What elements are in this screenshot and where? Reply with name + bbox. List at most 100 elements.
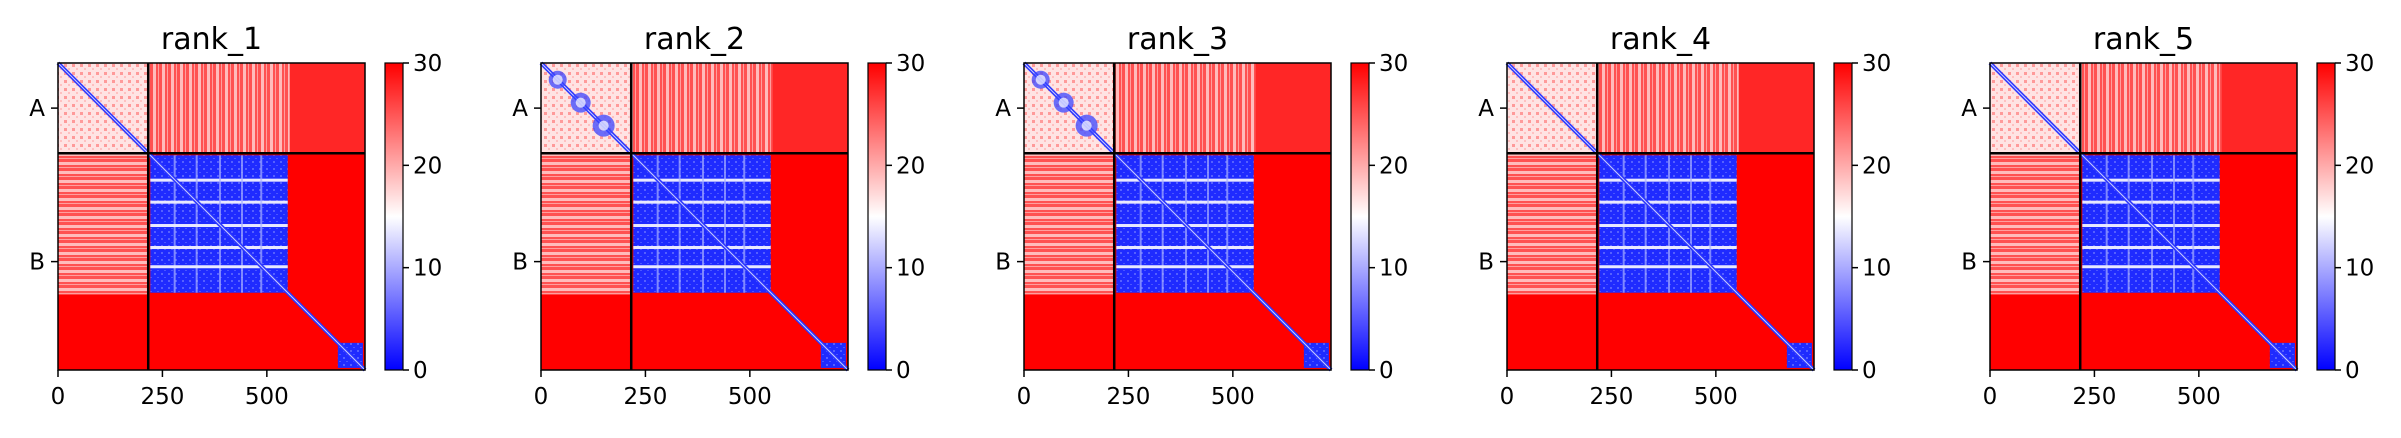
colorbar-tick-label: 0 [1862,358,1877,384]
chain-b-stripe-h [1116,246,1254,250]
colorbar-tick-label: 30 [1379,51,1408,77]
chain-b-stripe-v [241,155,244,293]
chain-b-stripe-h [1599,265,1737,269]
ab-tail-region [289,63,365,154]
ba-offdiag-region [541,153,632,295]
chain-a-domain-core [1081,120,1092,131]
diagonal-core [1023,62,1332,371]
plot-frame [1989,62,2298,371]
x-tick-label: 500 [728,384,772,410]
colorbar-frame [867,62,887,371]
x-tick-label: 0 [1500,384,1515,410]
ab-tail-region [1255,63,1331,154]
chain-b-stripe-h [633,246,771,250]
chain-a-domain-core [552,74,563,85]
chain-a-domain-core [575,97,586,108]
colorbar-tick-label: 10 [1379,256,1408,282]
y-tick-label-chain: B [1478,250,1494,276]
x-tick-label: 250 [1589,384,1633,410]
plot-frame [57,62,366,371]
chain-b-stripe-v [1207,155,1210,293]
chart-title: rank_2 [644,22,745,57]
heatmap-panel-1: rank_1 0 250 500 A B 0 10 20 30 [29,22,442,410]
colorbar-tick-label: 30 [896,51,925,77]
ab-offdiag-region [1597,63,1739,154]
colorbar [868,63,886,370]
chain-b-stripe-v [260,155,263,293]
y-tick-label-chain: A [29,96,45,122]
chain-a-domain-core [1058,97,1069,108]
x-tick-label: 0 [1017,384,1032,410]
ab-offdiag-region [1114,63,1256,154]
chain-b-stripe-h [2082,265,2220,269]
colorbar [2317,63,2335,370]
y-tick-label-chain: A [1478,96,1494,122]
colorbar-frame [1833,62,1853,371]
ab-tail-region [2221,63,2297,154]
colorbar-frame [2316,62,2336,371]
ab-offdiag-region [148,63,290,154]
colorbar-tick-label: 20 [896,153,925,179]
ab-offdiag-region [631,63,773,154]
x-tick-label: 0 [534,384,549,410]
diagonal-core [540,62,849,371]
chart-title: rank_1 [161,22,262,57]
ab-offdiag-region [2080,63,2222,154]
chain-b-stripe-v [743,155,746,293]
heatmap-panel-4: rank_4 0 250 500 A B 0 10 20 30 [1478,22,1891,410]
colorbar-tick-label: 20 [1379,153,1408,179]
y-tick-label-chain: A [512,96,528,122]
chain-b-stripe-v [1690,155,1693,293]
plot-frame [1506,62,1815,371]
ba-offdiag-region [58,153,149,295]
colorbar-tick-label: 0 [1379,358,1394,384]
chain-b-stripe-v [1226,155,1229,293]
colorbar-tick-label: 30 [413,51,442,77]
colorbar-tick-label: 0 [413,358,428,384]
colorbar-frame [384,62,404,371]
chart-title: rank_4 [1610,22,1711,57]
y-tick-label-chain: B [1961,250,1977,276]
x-tick-label: 250 [140,384,184,410]
heatmap-panel-3: rank_3 0 250 500 A B 0 10 20 30 [995,22,1408,410]
ab-tail-region [772,63,848,154]
x-tick-label: 0 [1983,384,1998,410]
chain-a-domain-core [1035,74,1046,85]
y-tick-label-chain: A [995,96,1011,122]
chart-title: rank_5 [2093,22,2194,57]
y-tick-label-chain: A [1961,96,1977,122]
x-tick-label: 250 [623,384,667,410]
x-tick-label: 500 [245,384,289,410]
chain-b-stripe-h [150,246,288,250]
chain-b-stripe-h [2082,246,2220,250]
plot-frame [1023,62,1332,371]
ba-offdiag-region [1990,153,2081,295]
chain-a-domain-core [598,120,609,131]
chain-b-stripe-v [1709,155,1712,293]
x-tick-label: 500 [1211,384,1255,410]
x-tick-label: 500 [1694,384,1738,410]
heatmap-panel-2: rank_2 0 250 500 A B 0 10 20 30 [512,22,925,410]
colorbar-tick-label: 0 [2345,358,2360,384]
ab-tail-region [1738,63,1814,154]
diagonal-core [1989,62,2298,371]
y-tick-label-chain: B [995,250,1011,276]
colorbar-tick-label: 10 [1862,256,1891,282]
heatmap-panel-5: rank_5 0 250 500 A B 0 10 20 30 [1961,22,2374,410]
x-tick-label: 0 [51,384,66,410]
colorbar-tick-label: 0 [896,358,911,384]
colorbar-tick-label: 30 [2345,51,2374,77]
chain-b-stripe-v [724,155,727,293]
colorbar-tick-label: 30 [1862,51,1891,77]
chain-b-stripe-v [2192,155,2195,293]
colorbar-tick-label: 20 [2345,153,2374,179]
y-tick-label-chain: B [29,250,45,276]
x-tick-label: 250 [2072,384,2116,410]
ba-offdiag-region [1507,153,1598,295]
colorbar [385,63,403,370]
chain-b-stripe-h [1599,246,1737,250]
colorbar-tick-label: 20 [413,153,442,179]
colorbar-frame [1350,62,1370,371]
chain-b-stripe-h [633,265,771,269]
